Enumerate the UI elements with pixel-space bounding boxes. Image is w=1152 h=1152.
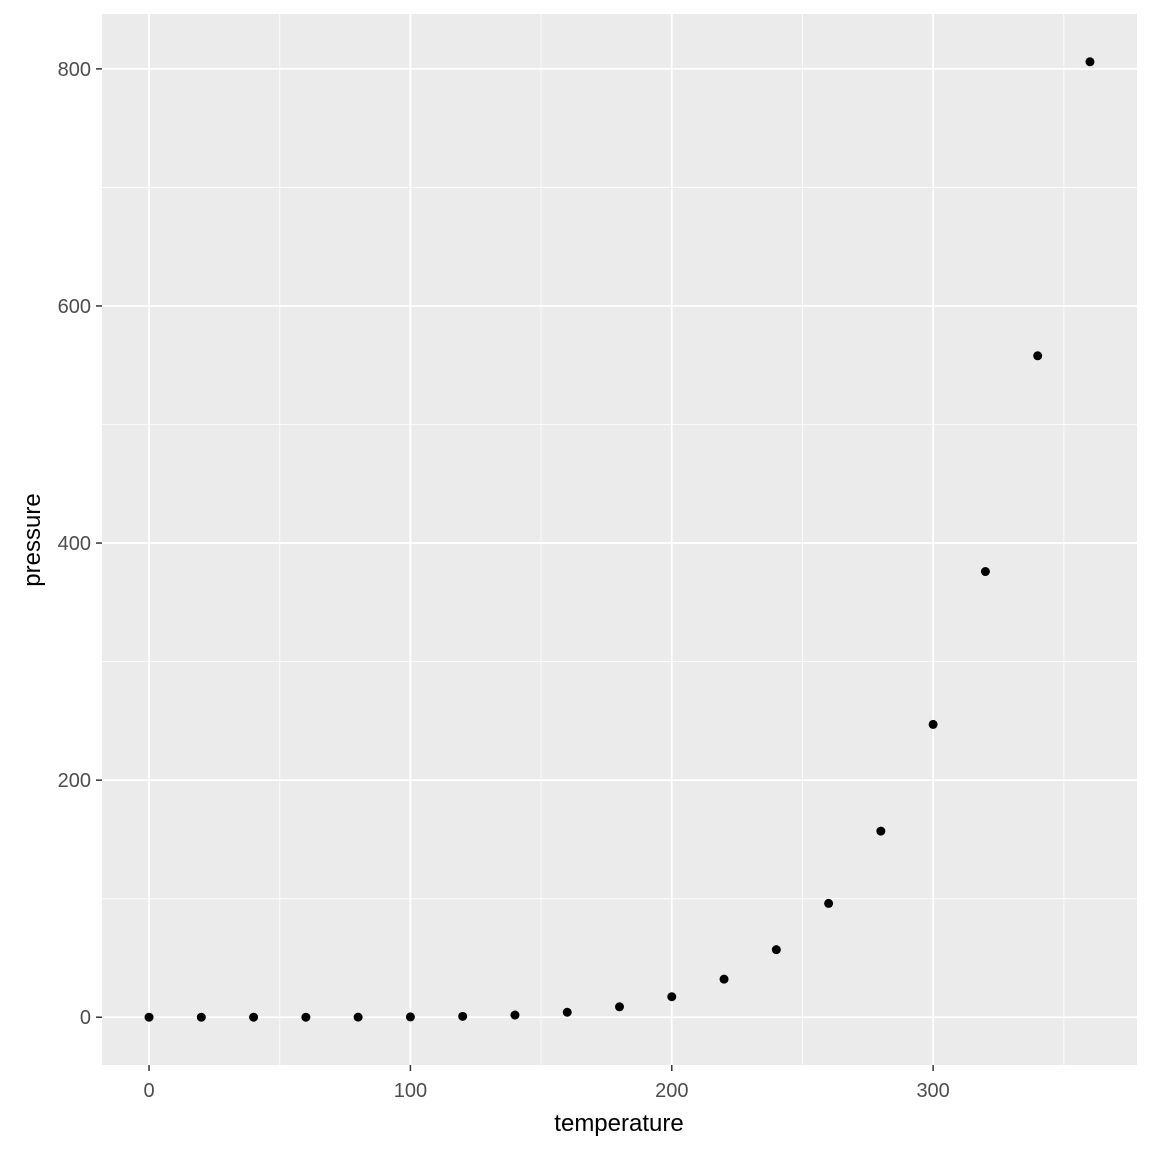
point <box>980 567 990 577</box>
y-axis-title: pressure <box>19 493 46 586</box>
x-tick-label: 100 <box>394 1080 427 1102</box>
point <box>301 1012 311 1022</box>
point <box>458 1011 468 1021</box>
y-tick-label: 800 <box>58 59 91 81</box>
y-tick-label: 400 <box>58 533 91 555</box>
point <box>615 1002 624 1012</box>
y-tick-label: 600 <box>58 296 91 318</box>
point <box>876 826 886 836</box>
panel <box>102 14 1137 1065</box>
point <box>667 992 677 1002</box>
point <box>353 1012 363 1022</box>
point <box>771 945 781 955</box>
x-axis-title: temperature <box>554 1110 683 1137</box>
point <box>249 1012 259 1022</box>
point <box>196 1012 206 1022</box>
point <box>1033 351 1043 361</box>
y-tick-label: 0 <box>80 1007 91 1029</box>
point <box>928 719 938 729</box>
point <box>1085 57 1095 67</box>
point <box>144 1012 154 1022</box>
point <box>405 1012 415 1022</box>
point <box>719 974 729 984</box>
point <box>562 1007 572 1017</box>
x-tick-label: 300 <box>916 1080 949 1102</box>
point <box>824 898 834 908</box>
x-tick-label: 0 <box>143 1080 154 1102</box>
point <box>510 1010 520 1020</box>
x-tick-label: 200 <box>655 1080 688 1102</box>
y-tick-label: 200 <box>58 770 91 792</box>
